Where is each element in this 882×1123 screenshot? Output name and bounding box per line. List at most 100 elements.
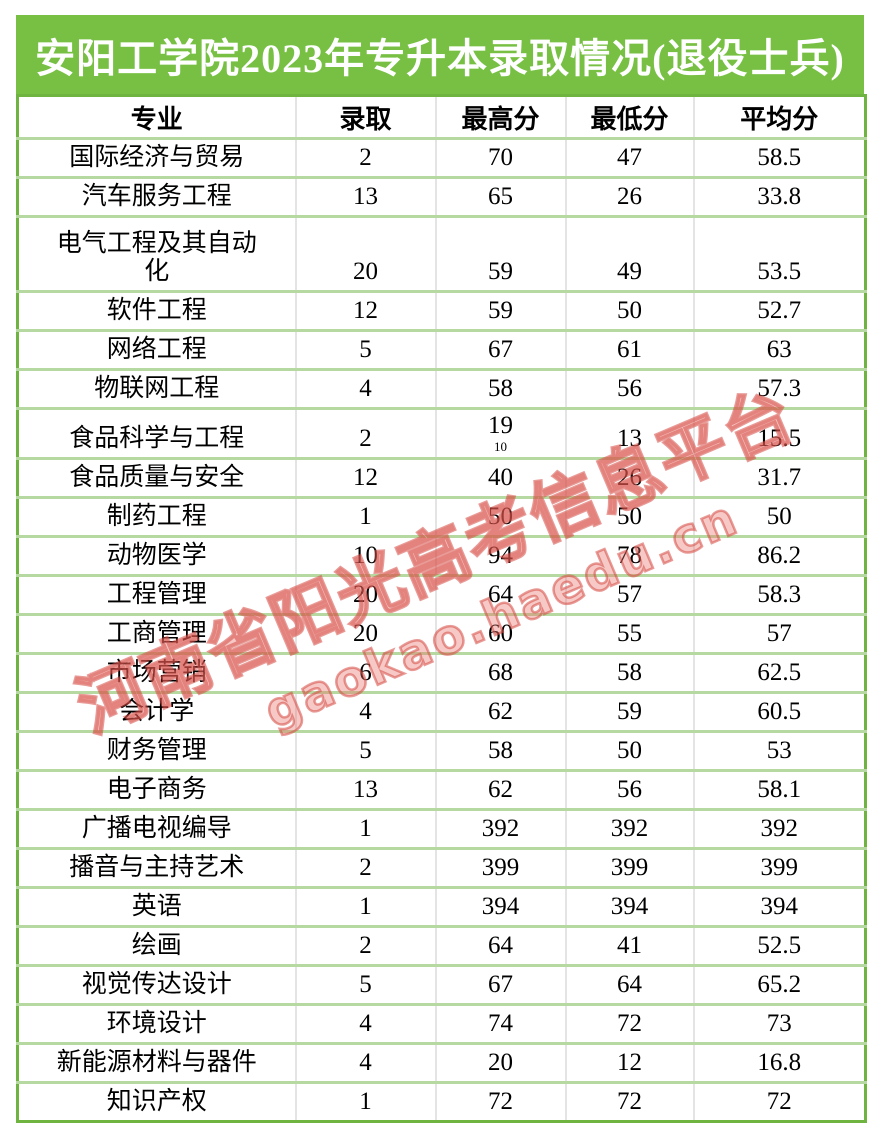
avg-score-cell: 33.8: [692, 176, 866, 217]
min-score-cell: 58: [564, 652, 694, 693]
table-row: 知识产权 1 72 72 72: [17, 1081, 866, 1122]
avg-score-cell: 52.7: [692, 290, 866, 331]
avg-score-cell: 72: [692, 1081, 866, 1122]
major-cell: 动物医学: [17, 535, 296, 576]
table-row: 英语 1 394 394 394: [17, 886, 866, 927]
major-cell: 广播电视编导: [17, 808, 296, 849]
max-score-cell: 60: [434, 613, 566, 654]
admitted-cell: 2: [294, 925, 436, 966]
min-score-cell: 72: [564, 1081, 694, 1122]
admitted-cell: 10: [294, 535, 436, 576]
admitted-cell: 1: [294, 1081, 436, 1122]
min-score-cell: 55: [564, 613, 694, 654]
major-cell: 会计学: [17, 691, 296, 732]
max-score-cell: 62: [434, 691, 566, 732]
avg-score-cell: 50: [692, 496, 866, 537]
min-score-cell: 56: [564, 769, 694, 810]
major-cell: 食品质量与安全: [17, 457, 296, 498]
max-score-cell: 58: [434, 730, 566, 771]
admitted-cell: 12: [294, 457, 436, 498]
major-cell: 播音与主持艺术: [17, 847, 296, 888]
avg-score-cell: 53: [692, 730, 866, 771]
table-row: 食品科学与工程 2 19 10 13 15.5: [17, 407, 866, 459]
table-row: 电子商务 13 62 56 58.1: [17, 769, 866, 810]
max-score-cell: 68: [434, 652, 566, 693]
avg-score-cell: 399: [692, 847, 866, 888]
major-cell: 物联网工程: [17, 368, 296, 409]
min-score-cell: 47: [564, 137, 694, 178]
major-cell: 市场营销: [17, 652, 296, 693]
min-score-cell: 392: [564, 808, 694, 849]
table-row: 新能源材料与器件 4 20 12 16.8: [17, 1042, 866, 1083]
admitted-cell: 4: [294, 1042, 436, 1083]
admission-table-container: 专业 录取 最高分 最低分 平均分 国际经济与贸易 2 70 47 58.5 汽车服务工程…: [16, 94, 867, 1123]
max-score-cell: 67: [434, 329, 566, 370]
min-score-cell: 78: [564, 535, 694, 576]
max-score-main: 19: [488, 412, 513, 440]
max-score-cell: 67: [434, 964, 566, 1005]
table-row: 环境设计 4 74 72 73: [17, 1003, 866, 1044]
avg-score-cell: 65.2: [692, 964, 866, 1005]
avg-score-cell: 52.5: [692, 925, 866, 966]
admitted-cell: 5: [294, 730, 436, 771]
max-score-cell: 59: [434, 290, 566, 331]
major-cell: 电子商务: [17, 769, 296, 810]
major-cell: 新能源材料与器件: [17, 1042, 296, 1083]
min-score-cell: 399: [564, 847, 694, 888]
min-score-cell: 50: [564, 496, 694, 537]
max-score-cell: 399: [434, 847, 566, 888]
min-score-cell: 72: [564, 1003, 694, 1044]
min-score-cell: 49: [564, 215, 694, 292]
major-cell: 国际经济与贸易: [17, 137, 296, 178]
min-score-cell: 64: [564, 964, 694, 1005]
major-cell: 财务管理: [17, 730, 296, 771]
min-score-cell: 50: [564, 290, 694, 331]
avg-score-cell: 58.3: [692, 574, 866, 615]
admission-table: 专业 录取 最高分 最低分 平均分 国际经济与贸易 2 70 47 58.5 汽车服务工程…: [16, 94, 867, 1123]
table-row: 软件工程 12 59 50 52.7: [17, 290, 866, 331]
major-cell: 制药工程: [17, 496, 296, 537]
avg-score-cell: 392: [692, 808, 866, 849]
table-row: 工程管理 20 64 57 58.3: [17, 574, 866, 615]
avg-score-cell: 73: [692, 1003, 866, 1044]
max-score-cell: 20: [434, 1042, 566, 1083]
admitted-cell: 2: [294, 407, 436, 459]
admitted-cell: 4: [294, 368, 436, 409]
table-row: 工商管理 20 60 55 57: [17, 613, 866, 654]
major-cell: 电气工程及其自动 化: [17, 215, 296, 292]
table-row: 制药工程 1 50 50 50: [17, 496, 866, 537]
max-score-cell: 50: [434, 496, 566, 537]
avg-score-cell: 58.5: [692, 137, 866, 178]
max-score-cell: 62: [434, 769, 566, 810]
admitted-cell: 4: [294, 1003, 436, 1044]
header-min-score: 最低分: [564, 95, 694, 139]
table-row: 绘画 2 64 41 52.5: [17, 925, 866, 966]
min-score-cell: 50: [564, 730, 694, 771]
header-avg-score: 平均分: [692, 95, 866, 139]
max-score-cell: 72: [434, 1081, 566, 1122]
max-score-cell: 58: [434, 368, 566, 409]
avg-score-cell: 62.5: [692, 652, 866, 693]
major-cell: 知识产权: [17, 1081, 296, 1122]
min-score-cell: 13: [564, 407, 694, 459]
admitted-cell: 20: [294, 574, 436, 615]
min-score-cell: 59: [564, 691, 694, 732]
major-cell: 食品科学与工程: [17, 407, 296, 459]
header-row: 专业 录取 最高分 最低分 平均分: [17, 95, 866, 139]
admitted-cell: 1: [294, 886, 436, 927]
table-row: 电气工程及其自动 化 20 59 49 53.5: [17, 215, 866, 292]
min-score-cell: 12: [564, 1042, 694, 1083]
avg-score-cell: 394: [692, 886, 866, 927]
admitted-cell: 5: [294, 329, 436, 370]
max-score-cell: 392: [434, 808, 566, 849]
min-score-cell: 394: [564, 886, 694, 927]
admitted-cell: 13: [294, 769, 436, 810]
table-row: 财务管理 5 58 50 53: [17, 730, 866, 771]
avg-score-cell: 60.5: [692, 691, 866, 732]
min-score-cell: 56: [564, 368, 694, 409]
table-row: 网络工程 5 67 61 63: [17, 329, 866, 370]
admitted-cell: 1: [294, 808, 436, 849]
admitted-cell: 20: [294, 613, 436, 654]
avg-score-cell: 57: [692, 613, 866, 654]
admitted-cell: 6: [294, 652, 436, 693]
